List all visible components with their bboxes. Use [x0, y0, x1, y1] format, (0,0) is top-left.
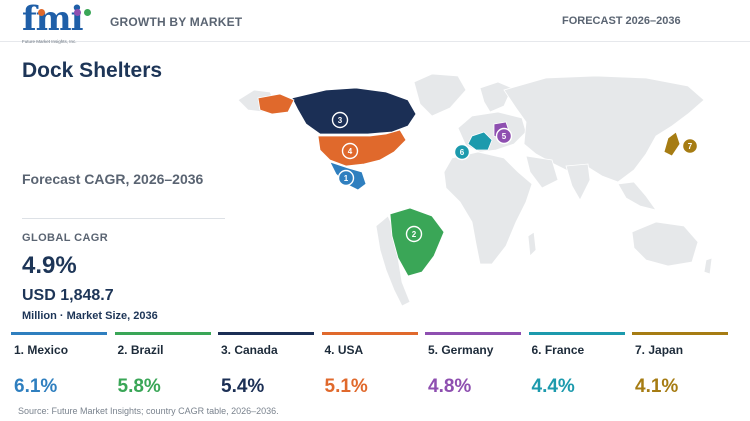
- source-note: Source: Future Market Insights; country …: [18, 406, 279, 416]
- marker-rank-label: 2: [412, 230, 417, 239]
- land-arabia: [525, 155, 559, 189]
- tile-cagr-value: 5.8%: [117, 376, 161, 397]
- region-france: [467, 131, 493, 151]
- country-tiles: 1. Mexico 6.1% 2. Brazil 5.8% 3. Canada 5.4% 4…: [11, 332, 736, 402]
- map-marker-france[interactable]: 6: [453, 143, 471, 161]
- marker-rank-label: 3: [338, 116, 343, 125]
- market-size-unit: Million · Market Size, 2036: [22, 310, 158, 322]
- region-canada: [291, 87, 417, 135]
- tile-cagr-value: 6.1%: [14, 376, 58, 397]
- logo-dot-orange: [38, 9, 45, 16]
- tile-color-bar: [218, 332, 314, 335]
- marker-rank-label: 5: [502, 132, 507, 141]
- tile-color-bar: [632, 332, 728, 335]
- country-tile[interactable]: 6. France 4.4%: [528, 332, 625, 402]
- region-brazil: [389, 207, 445, 277]
- tile-cagr-value: 5.1%: [324, 376, 368, 397]
- marker-circle: [405, 225, 423, 243]
- page-title: Dock Shelters: [22, 59, 163, 82]
- land-australia: [631, 221, 699, 267]
- forecast-period: FORECAST 2026–2036: [562, 15, 681, 27]
- marker-circle: [331, 111, 349, 129]
- tile-color-bar: [11, 332, 107, 335]
- map-markers: 1 2 3 4 5 6 7: [331, 111, 699, 243]
- marker-rank-label: 7: [688, 142, 693, 151]
- marker-rank-label: 6: [460, 148, 465, 157]
- logo-dot-green: [84, 9, 91, 16]
- divider: [22, 218, 225, 219]
- tile-cagr-value: 5.4%: [221, 376, 265, 397]
- tile-country-name: 7. Japan: [635, 343, 684, 357]
- tile-country-name: 3. Canada: [221, 343, 278, 357]
- country-tile[interactable]: 3. Canada 5.4%: [218, 332, 314, 402]
- land-europe: [457, 111, 527, 153]
- country-tile[interactable]: 2. Brazil 5.8%: [114, 332, 211, 402]
- tile-country-name: 4. USA: [324, 343, 364, 357]
- map-marker-usa[interactable]: 4: [341, 142, 359, 160]
- tile-color-bar: [528, 332, 625, 335]
- land-asia: [503, 75, 705, 183]
- region-japan: [663, 131, 681, 157]
- world-map: 1 2 3 4 5 6 7: [237, 73, 713, 307]
- land-madagascar: [527, 231, 537, 257]
- country-tile[interactable]: 4. USA 5.1%: [321, 332, 418, 402]
- land-africa: [443, 151, 533, 265]
- land-greenland: [413, 73, 467, 117]
- marker-rank-label: 1: [344, 174, 349, 183]
- logo-tagline: Future Market Insights, Inc.: [22, 39, 77, 44]
- land-new-zealand: [703, 257, 713, 275]
- map-marker-mexico[interactable]: 1: [337, 169, 355, 187]
- global-cagr-label: GLOBAL CAGR: [22, 232, 109, 244]
- logo-wordmark: fmi: [22, 0, 84, 39]
- fmi-logo[interactable]: fmi Future Market Insights, Inc.: [22, 2, 92, 44]
- marker-circle: [681, 137, 699, 155]
- region-usa-alaska: [257, 93, 295, 115]
- tile-country-name: 5. Germany: [428, 343, 494, 357]
- tile-cagr-value: 4.4%: [531, 376, 575, 397]
- marker-circle: [341, 142, 359, 160]
- market-size-value: USD 1,848.7: [22, 287, 114, 304]
- page-subtitle: Forecast CAGR, 2026–2036: [22, 171, 204, 187]
- country-tile[interactable]: 1. Mexico 6.1%: [11, 332, 107, 402]
- header-bar: fmi Future Market Insights, Inc. GROWTH …: [0, 0, 750, 44]
- marker-circle: [495, 127, 513, 145]
- marker-circle: [337, 169, 355, 187]
- region-usa-mainland: [317, 129, 407, 167]
- country-tile[interactable]: 5. Germany 4.8%: [425, 332, 521, 402]
- tile-cagr-value: 4.8%: [428, 376, 472, 397]
- tile-color-bar: [114, 332, 211, 335]
- global-cagr-value: 4.9%: [22, 252, 77, 279]
- logo-dot-purple: [74, 9, 81, 16]
- tile-country-name: 1. Mexico: [14, 343, 69, 357]
- map-marker-brazil[interactable]: 2: [405, 225, 423, 243]
- country-tile[interactable]: 7. Japan 4.1%: [632, 332, 728, 402]
- tile-country-name: 6. France: [531, 343, 585, 357]
- tile-cagr-value: 4.1%: [635, 376, 679, 397]
- tile-country-name: 2. Brazil: [117, 343, 164, 357]
- map-marker-japan[interactable]: 7: [681, 137, 699, 155]
- land-southeast-asia: [617, 181, 657, 211]
- map-marker-canada[interactable]: 3: [331, 111, 349, 129]
- land-scandinavia: [479, 81, 513, 113]
- tile-color-bar: [321, 332, 418, 335]
- tile-color-bar: [425, 332, 521, 335]
- marker-rank-label: 4: [348, 147, 353, 156]
- map-marker-germany[interactable]: 5: [495, 127, 513, 145]
- section-title: GROWTH BY MARKET: [110, 15, 243, 29]
- land-india: [565, 163, 591, 201]
- marker-circle: [453, 143, 471, 161]
